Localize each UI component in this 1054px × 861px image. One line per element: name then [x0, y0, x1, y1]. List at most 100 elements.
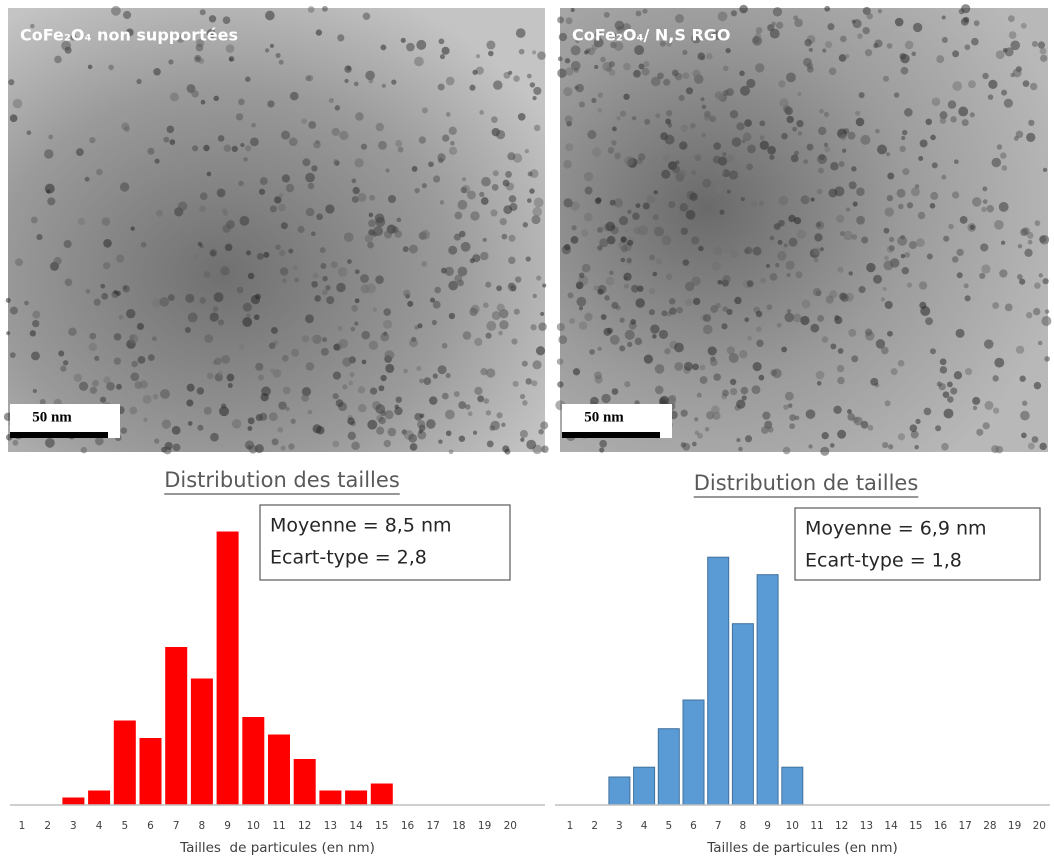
- particle: [614, 152, 621, 159]
- particle: [244, 440, 255, 450]
- particle: [650, 324, 660, 334]
- particle: [666, 41, 672, 47]
- particle: [103, 238, 112, 248]
- particle: [576, 296, 587, 307]
- particle: [255, 362, 264, 371]
- particle: [557, 56, 563, 62]
- particle: [613, 198, 623, 208]
- particle: [210, 432, 219, 442]
- particle: [433, 175, 441, 183]
- particle: [796, 229, 807, 239]
- particle: [830, 343, 837, 350]
- particle: [981, 264, 991, 274]
- particle: [779, 98, 789, 108]
- particle: [32, 310, 41, 319]
- particle: [444, 266, 454, 276]
- particle: [333, 343, 341, 351]
- particle: [161, 419, 171, 429]
- particle: [884, 207, 894, 217]
- particle: [406, 42, 415, 52]
- particle: [888, 444, 894, 450]
- particle: [263, 251, 270, 258]
- particle: [956, 272, 963, 279]
- particle: [557, 16, 565, 24]
- particle: [971, 37, 979, 46]
- particle: [1001, 89, 1008, 96]
- particle: [767, 145, 776, 155]
- particle: [951, 256, 959, 263]
- particle: [213, 292, 224, 303]
- particle: [947, 381, 953, 388]
- particle: [824, 5, 831, 12]
- particle: [752, 36, 760, 44]
- bar: [682, 699, 705, 806]
- particle: [712, 155, 722, 164]
- particle: [488, 50, 494, 57]
- particle: [691, 236, 700, 245]
- particle: [36, 233, 43, 241]
- particle: [717, 11, 728, 22]
- particle: [431, 319, 437, 326]
- particle: [918, 281, 928, 290]
- particle: [479, 191, 485, 197]
- particle: [725, 47, 731, 54]
- particle: [94, 355, 100, 361]
- particle: [728, 170, 738, 180]
- particle: [397, 146, 404, 153]
- particle: [839, 35, 847, 43]
- particle: [291, 348, 300, 357]
- particle: [197, 424, 204, 431]
- particle: [347, 259, 352, 264]
- particle: [238, 180, 244, 187]
- x-tick-label: 1: [567, 820, 574, 832]
- image-texture: [3, 5, 549, 455]
- particle: [308, 121, 317, 129]
- particle: [395, 396, 402, 403]
- particle: [790, 154, 799, 163]
- particle: [600, 314, 607, 320]
- particle: [368, 340, 379, 350]
- x-tick-label: 13: [324, 820, 337, 832]
- particle: [572, 368, 581, 376]
- particle: [533, 86, 542, 95]
- particle: [116, 383, 122, 390]
- particle: [890, 368, 898, 376]
- particle: [153, 68, 161, 76]
- particle: [395, 139, 403, 147]
- particle: [668, 201, 676, 209]
- particle: [430, 297, 436, 303]
- particle: [739, 70, 745, 77]
- particle: [437, 153, 446, 162]
- x-tick-label: 16: [934, 820, 948, 832]
- particle: [140, 241, 147, 248]
- x-tick-label: 12: [835, 820, 848, 832]
- particle: [829, 443, 835, 448]
- particle: [994, 219, 1004, 230]
- particle: [722, 389, 729, 397]
- particle: [454, 274, 463, 283]
- particle: [335, 399, 344, 407]
- particle: [661, 310, 668, 317]
- particle: [888, 236, 895, 243]
- particle: [113, 357, 122, 365]
- particle: [570, 7, 575, 13]
- particle: [724, 243, 734, 254]
- particle: [375, 217, 386, 227]
- particle: [578, 101, 586, 108]
- particle: [119, 182, 130, 192]
- particle: [883, 227, 890, 234]
- particle: [744, 435, 753, 443]
- particle: [448, 449, 454, 455]
- particle: [70, 34, 77, 41]
- particle: [320, 263, 327, 269]
- particle: [982, 72, 989, 80]
- particle: [936, 381, 942, 387]
- particle: [184, 327, 191, 333]
- particle: [531, 215, 541, 225]
- particle: [364, 234, 373, 243]
- particle: [558, 32, 568, 42]
- particle: [418, 136, 427, 144]
- particle: [540, 311, 545, 317]
- particle: [803, 57, 812, 67]
- particle: [1021, 432, 1027, 439]
